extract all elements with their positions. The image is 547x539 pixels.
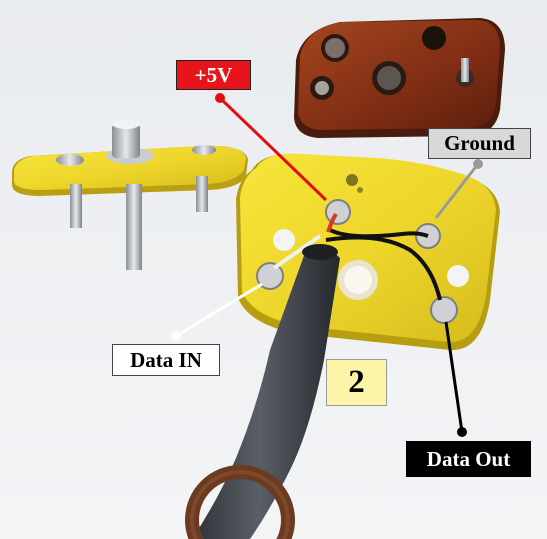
- pointer-lines: [171, 93, 483, 437]
- plus5v-pointer-line: [218, 96, 328, 202]
- ground-pointer-dot: [473, 159, 483, 169]
- data-out-pointer-line: [444, 321, 464, 433]
- plus5v-label: +5V: [176, 60, 251, 90]
- data-in-pointer-dot: [171, 331, 181, 341]
- cable: [185, 244, 340, 539]
- data-in-pointer-line: [175, 282, 263, 338]
- ground-pointer-line: [434, 163, 480, 219]
- yellow-plate-main: [236, 153, 500, 351]
- data-out-label: Data Out: [406, 441, 531, 477]
- ground-label: Ground: [428, 128, 531, 159]
- data-in-label: Data IN: [112, 344, 220, 376]
- brown-connector: [294, 18, 505, 138]
- data-out-pointer-dot: [457, 427, 467, 437]
- yellow-plate-small: [12, 119, 248, 270]
- plus5v-pointer-dot: [215, 93, 225, 103]
- number-label: 2: [326, 359, 387, 406]
